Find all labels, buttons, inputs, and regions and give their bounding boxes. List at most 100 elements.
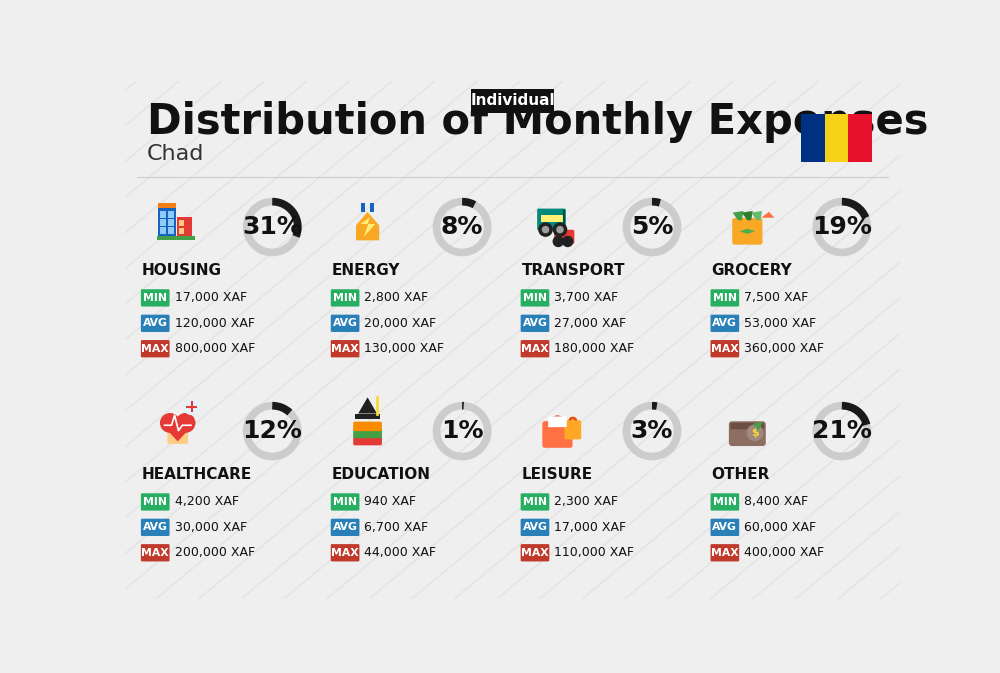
Text: 3%: 3% [631,419,673,443]
FancyBboxPatch shape [711,493,739,511]
FancyBboxPatch shape [141,315,170,332]
FancyBboxPatch shape [537,209,566,230]
FancyBboxPatch shape [711,315,739,332]
FancyBboxPatch shape [564,420,581,439]
Text: MIN: MIN [523,293,547,303]
FancyBboxPatch shape [177,217,192,240]
Text: MIN: MIN [713,497,737,507]
Text: GROCERY: GROCERY [712,262,792,278]
Circle shape [161,414,179,432]
Circle shape [542,227,549,233]
Circle shape [747,425,763,441]
Text: MIN: MIN [333,497,357,507]
FancyBboxPatch shape [732,218,762,244]
Text: 4,200 XAF: 4,200 XAF [175,495,239,508]
Text: Chad: Chad [147,144,204,164]
Text: MAX: MAX [521,344,549,354]
FancyBboxPatch shape [157,236,195,240]
FancyBboxPatch shape [521,289,549,307]
Text: 3,700 XAF: 3,700 XAF [554,291,618,304]
Text: AVG: AVG [523,318,547,328]
Text: EDUCATION: EDUCATION [332,467,431,482]
Text: AVG: AVG [333,522,358,532]
Text: 180,000 XAF: 180,000 XAF [554,342,634,355]
Text: 110,000 XAF: 110,000 XAF [554,546,634,559]
Text: MAX: MAX [711,344,739,354]
FancyBboxPatch shape [549,215,557,222]
Text: 2,800 XAF: 2,800 XAF [364,291,429,304]
FancyBboxPatch shape [353,436,382,446]
FancyBboxPatch shape [168,211,174,218]
FancyBboxPatch shape [331,544,359,561]
Text: 27,000 XAF: 27,000 XAF [554,317,626,330]
Text: 60,000 XAF: 60,000 XAF [744,521,816,534]
Text: 120,000 XAF: 120,000 XAF [175,317,255,330]
Text: AVG: AVG [712,318,737,328]
Text: ENERGY: ENERGY [332,262,400,278]
Polygon shape [742,211,753,220]
Text: 6,700 XAF: 6,700 XAF [364,521,429,534]
FancyBboxPatch shape [141,493,170,511]
Circle shape [557,227,563,233]
FancyBboxPatch shape [471,89,554,112]
Text: 12%: 12% [242,419,302,443]
FancyBboxPatch shape [331,340,359,357]
Text: TRANSPORT: TRANSPORT [522,262,625,278]
FancyBboxPatch shape [158,203,176,207]
FancyBboxPatch shape [168,227,174,234]
FancyBboxPatch shape [521,519,549,536]
Text: 7,500 XAF: 7,500 XAF [744,291,808,304]
FancyBboxPatch shape [848,114,872,162]
Text: AVG: AVG [143,522,168,532]
Text: 130,000 XAF: 130,000 XAF [364,342,444,355]
FancyBboxPatch shape [554,229,574,244]
Text: MIN: MIN [143,293,167,303]
FancyBboxPatch shape [711,544,739,561]
FancyBboxPatch shape [825,114,848,162]
FancyBboxPatch shape [801,114,825,162]
FancyBboxPatch shape [179,228,184,234]
FancyBboxPatch shape [160,211,166,218]
Text: 44,000 XAF: 44,000 XAF [364,546,436,559]
Polygon shape [358,397,377,413]
FancyBboxPatch shape [557,215,564,222]
FancyBboxPatch shape [141,544,170,561]
FancyBboxPatch shape [711,340,739,357]
Text: AVG: AVG [333,318,358,328]
Polygon shape [161,423,195,441]
FancyBboxPatch shape [361,203,365,212]
Text: $: $ [751,428,759,438]
Text: MIN: MIN [713,293,737,303]
FancyBboxPatch shape [331,289,359,307]
Circle shape [176,414,195,432]
FancyBboxPatch shape [521,340,549,357]
Text: 940 XAF: 940 XAF [364,495,416,508]
Polygon shape [361,217,375,237]
FancyBboxPatch shape [168,219,174,226]
Text: 1%: 1% [441,419,483,443]
FancyBboxPatch shape [541,215,549,222]
Text: 800,000 XAF: 800,000 XAF [175,342,255,355]
Text: Distribution of Monthly Expenses: Distribution of Monthly Expenses [147,100,928,143]
Text: HEALTHCARE: HEALTHCARE [142,467,252,482]
Text: 30,000 XAF: 30,000 XAF [175,521,247,534]
Text: 5%: 5% [631,215,673,239]
Polygon shape [751,211,762,220]
FancyBboxPatch shape [521,315,549,332]
Text: OTHER: OTHER [712,467,770,482]
FancyBboxPatch shape [158,207,176,240]
Circle shape [553,223,567,236]
Text: MAX: MAX [141,344,169,354]
FancyBboxPatch shape [711,289,739,307]
Text: MIN: MIN [333,293,357,303]
Text: 21%: 21% [812,419,872,443]
Text: MAX: MAX [711,548,739,558]
Polygon shape [733,211,743,220]
Polygon shape [740,229,755,234]
FancyBboxPatch shape [548,417,567,427]
Text: LEISURE: LEISURE [522,467,593,482]
FancyBboxPatch shape [542,421,573,448]
Text: MAX: MAX [521,548,549,558]
Text: 200,000 XAF: 200,000 XAF [175,546,255,559]
Text: Individual: Individual [470,94,555,108]
